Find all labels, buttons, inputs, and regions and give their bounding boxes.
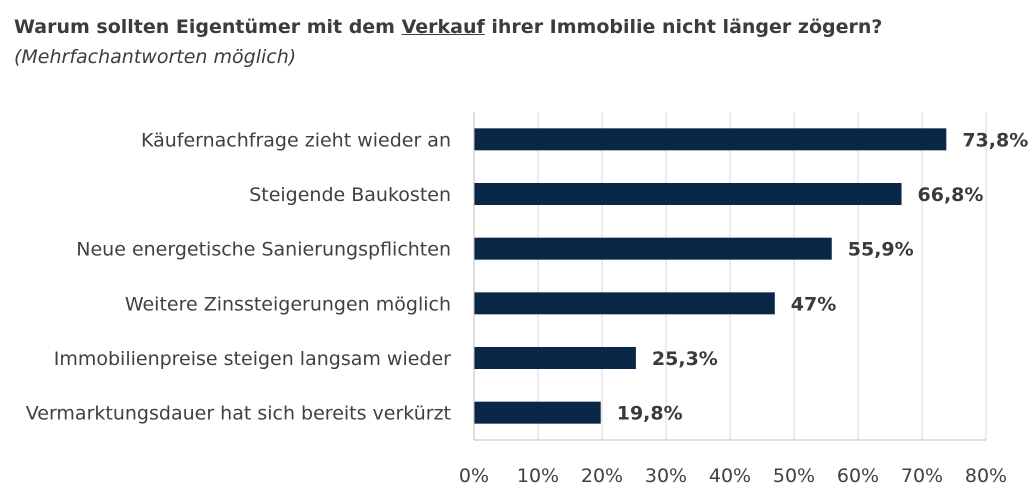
category-label: Vermarktungsdauer hat sich bereits verkü… — [26, 403, 451, 425]
value-label: 47% — [791, 293, 836, 315]
category-label: Immobilienpreise steigen langsam wieder — [54, 348, 451, 370]
x-tick-label: 10% — [517, 465, 559, 487]
chart-title: Warum sollten Eigentümer mit dem Verkauf… — [14, 12, 914, 72]
category-label: Weitere Zinssteigerungen möglich — [125, 293, 451, 315]
category-label: Steigende Baukosten — [249, 184, 451, 206]
bar — [474, 292, 775, 315]
x-tick-label: 60% — [837, 465, 879, 487]
x-tick-label: 50% — [773, 465, 815, 487]
x-tick-label: 40% — [709, 465, 751, 487]
category-label: Käufernachfrage zieht wieder an — [141, 129, 451, 151]
title-text-2: ihrer Immobilie nicht länger zögern? — [484, 16, 883, 38]
value-label: 25,3% — [652, 348, 718, 370]
value-label: 19,8% — [617, 403, 683, 425]
x-tick-label: 20% — [581, 465, 623, 487]
x-tick-label: 70% — [901, 465, 943, 487]
category-label: Neue energetische Sanierungspflichten — [76, 239, 451, 261]
x-tick-label: 30% — [645, 465, 687, 487]
chart-subtitle: (Mehrfachantworten möglich) — [14, 46, 297, 68]
bar — [474, 347, 636, 369]
x-tick-label: 80% — [965, 465, 1007, 487]
bar — [474, 183, 902, 205]
bar — [474, 128, 947, 151]
title-underlined-word: Verkauf — [401, 16, 485, 38]
value-label: 66,8% — [918, 184, 984, 206]
value-label: 73,8% — [962, 129, 1028, 151]
x-tick-label: 0% — [459, 465, 489, 487]
bar — [474, 237, 832, 260]
bar — [474, 401, 601, 424]
value-label: 55,9% — [848, 239, 914, 261]
title-text-1: Warum sollten Eigentümer mit dem — [14, 16, 402, 38]
